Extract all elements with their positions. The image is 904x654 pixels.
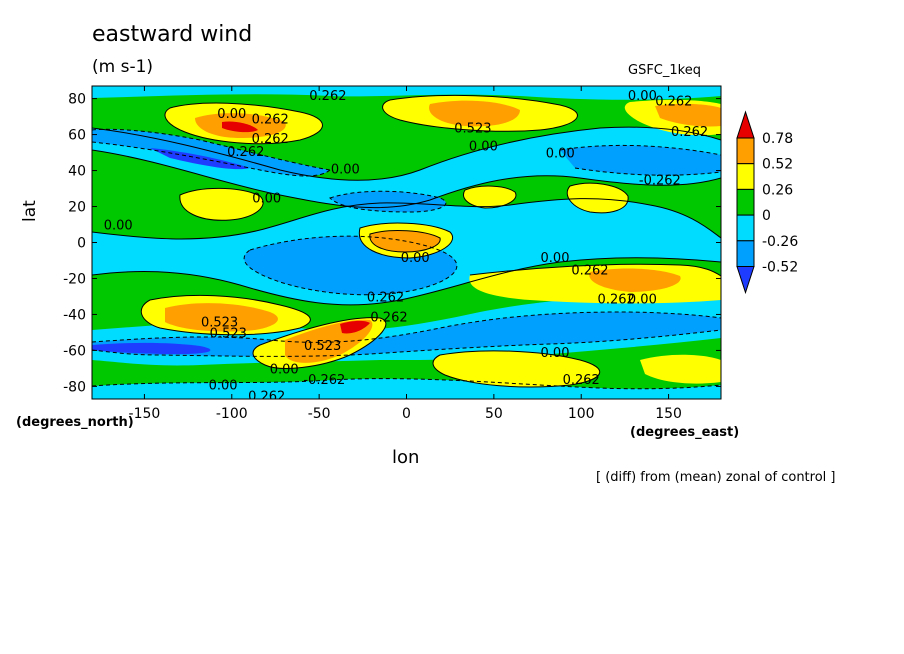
- contour-label: -0.262: [303, 373, 345, 388]
- maximum-north: [222, 121, 258, 133]
- maximum-south: [340, 320, 370, 334]
- positive-cell-east: [463, 186, 516, 208]
- deep-negative-north: [150, 148, 250, 170]
- x-tick-label: 150: [655, 406, 682, 422]
- contour-label: 0.523: [454, 121, 491, 136]
- contour-label: 0.523: [304, 339, 341, 354]
- positive-cell-northwest: [179, 188, 264, 221]
- contour-label: 0.262: [309, 89, 346, 104]
- colorbar-label: 0.78: [762, 131, 793, 147]
- y-tick-label: -80: [63, 379, 86, 395]
- chart-title: eastward wind: [92, 22, 253, 47]
- deep-negative-south: [92, 342, 211, 354]
- contour-label: 0.262: [370, 310, 407, 325]
- plot-note: [ (diff) from (mean) zonal of control ]: [596, 470, 836, 485]
- contour-label: 0.00: [546, 147, 575, 162]
- contour-label: 0.00: [270, 362, 299, 377]
- contour-label: 0.00: [104, 219, 133, 234]
- strong-positive-south-west: [165, 303, 278, 332]
- strong-positive-north-east: [655, 103, 721, 127]
- colorbar: 0.78 0.52 0.26 0 -0.26 -0.52: [736, 110, 798, 295]
- contour-label: 0.262: [252, 112, 289, 127]
- positive-band-polar-east: [640, 354, 721, 384]
- x-tick-label: 100: [568, 406, 595, 422]
- colorbar-swatch: [736, 188, 755, 216]
- contour-label: 0.00: [209, 379, 238, 394]
- x-tick-label: -50: [308, 406, 331, 422]
- contour-label: 0.00: [252, 192, 281, 207]
- contour-label: 0.00: [217, 107, 246, 122]
- x-axis-units: (degrees_east): [630, 425, 740, 440]
- y-tick-label: 80: [68, 92, 86, 108]
- contour-label: 0.00: [401, 251, 430, 266]
- contour-label: 0.00: [331, 163, 360, 178]
- x-tick-label: 0: [402, 406, 411, 422]
- negative-band-polar-south: [92, 378, 721, 399]
- strong-positive-east: [589, 268, 681, 292]
- contour-label: 0.523: [201, 316, 238, 331]
- y-tick-label: 20: [68, 200, 86, 216]
- y-axis: -80 -60 -40 -20 0 20 40 60 80: [63, 92, 721, 395]
- contour-label: 0.00: [469, 139, 498, 154]
- colorbar-swatch: [736, 214, 755, 242]
- chart-units: (m s-1): [92, 57, 154, 77]
- colorbar-label: -0.26: [762, 234, 798, 250]
- colorbar-label: 0.52: [762, 157, 793, 173]
- x-tick-label: 50: [485, 406, 503, 422]
- y-tick-label: -60: [63, 343, 86, 359]
- strong-positive-north-center: [429, 100, 520, 127]
- y-tick-label: 60: [68, 128, 86, 144]
- contour-label: 0.00: [541, 346, 570, 361]
- contour-label: 0.00: [628, 292, 657, 307]
- x-tick-label: -150: [129, 406, 161, 422]
- contour-label: 0.00: [628, 89, 657, 104]
- strong-negative-north: [92, 129, 330, 176]
- x-axis-label: lon: [392, 447, 420, 468]
- y-tick-label: -40: [63, 307, 86, 323]
- contour-lines: [92, 94, 721, 388]
- colorbar-min-triangle: [736, 266, 755, 295]
- y-tick-label: 0: [77, 236, 86, 252]
- contour-label: 0.262: [252, 132, 289, 147]
- colorbar-label: -0.52: [762, 260, 798, 276]
- contour-label: 0.262: [655, 94, 692, 109]
- strong-negative-north-east: [560, 145, 721, 176]
- negative-contour-lines: [92, 128, 721, 390]
- x-axis: -150 -100 -50 0 50 100 150: [129, 86, 682, 422]
- contour-label: 0.262: [671, 125, 708, 140]
- contour-label: 0.262: [563, 373, 600, 388]
- colorbar-swatch: [736, 240, 755, 268]
- positive-cell-far-east: [567, 183, 629, 213]
- colorbar-label: 0.26: [762, 182, 793, 198]
- y-tick-label: -20: [63, 271, 86, 287]
- colorbar-swatch: [736, 137, 755, 165]
- colorbar-swatch: [736, 163, 755, 190]
- contour-label: 0.00: [541, 251, 570, 266]
- y-axis-units: (degrees_north): [16, 415, 134, 430]
- contour-label: -0.262: [639, 174, 681, 189]
- contour-label: 0.262: [227, 145, 264, 160]
- y-tick-label: 40: [68, 164, 86, 180]
- contour-label: 0.262: [248, 389, 285, 404]
- dataset-label: GSFC_1keq: [628, 63, 701, 78]
- x-tick-label: -100: [216, 406, 248, 422]
- colorbar-label: 0: [762, 208, 771, 224]
- contour-label: 0.523: [210, 326, 247, 341]
- negative-band-polar-north: [92, 86, 721, 100]
- contour-label: 0.262: [571, 263, 608, 278]
- positive-band-south-polar: [433, 350, 600, 387]
- contour-label: 0.262: [598, 292, 635, 307]
- colorbar-max-triangle: [736, 110, 755, 139]
- contour-label: 0.262: [367, 290, 404, 305]
